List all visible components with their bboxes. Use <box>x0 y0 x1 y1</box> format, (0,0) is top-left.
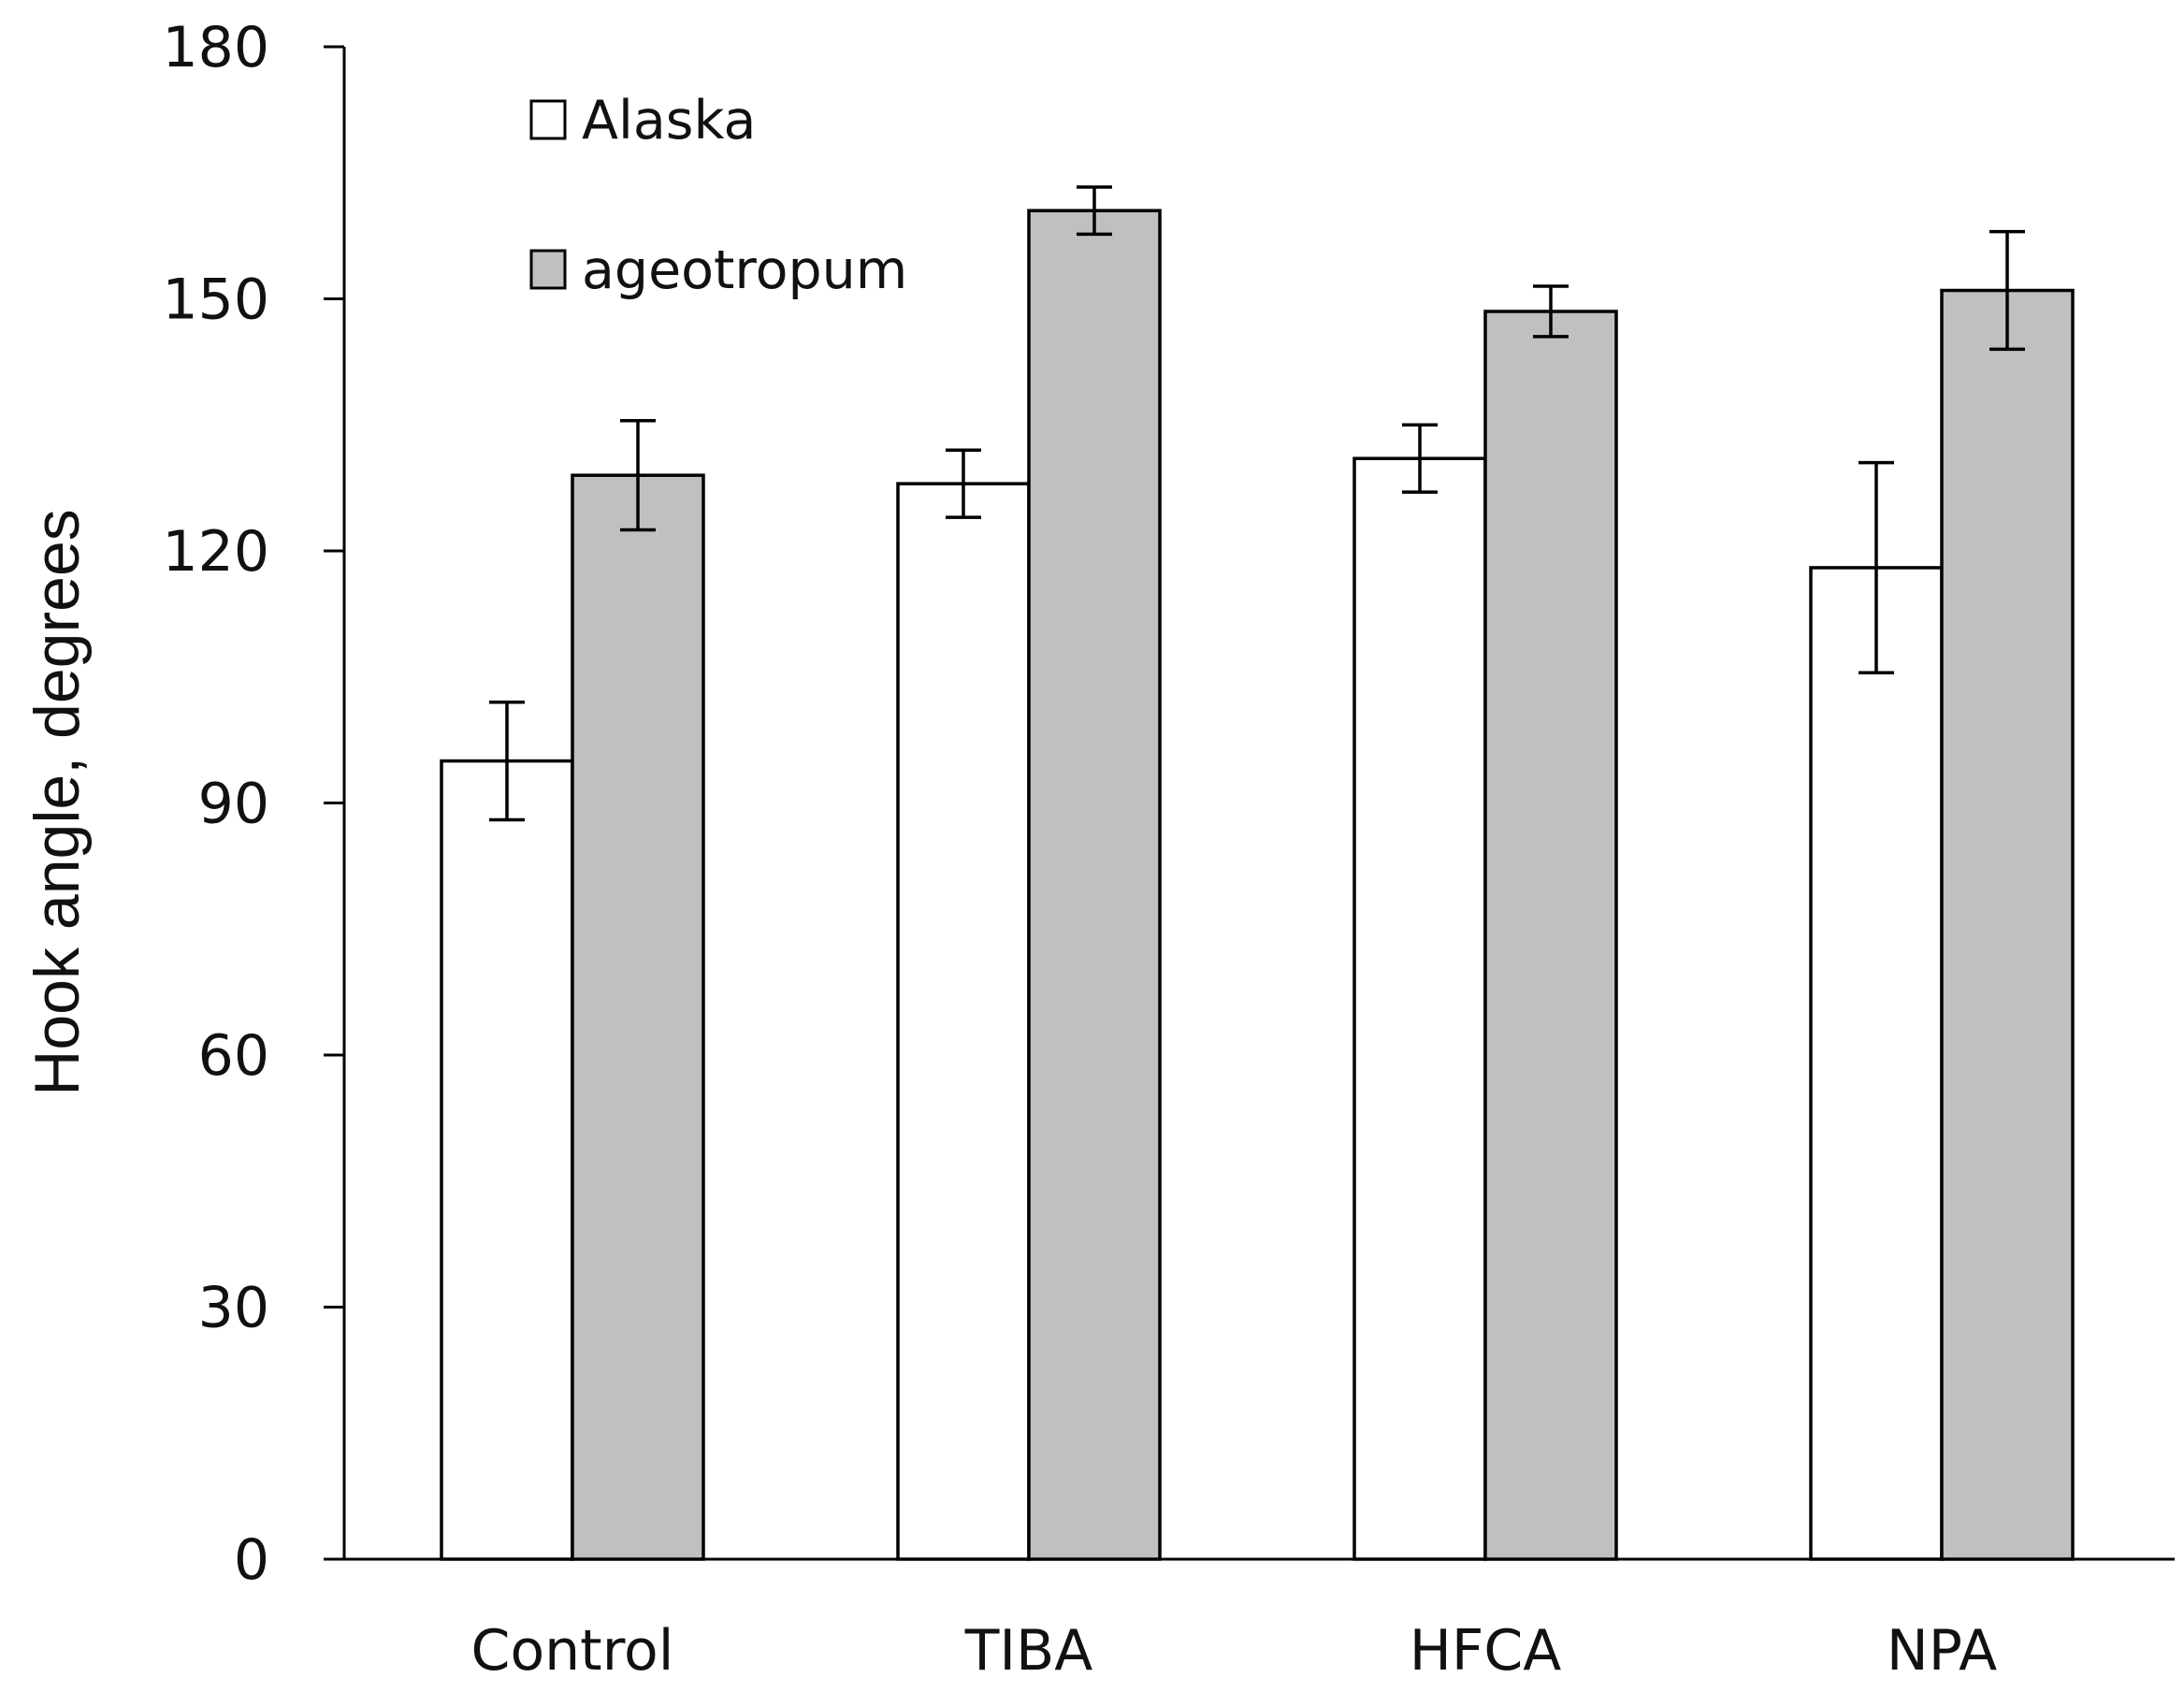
bar-alaska-hfca <box>1352 456 1487 1561</box>
legend-swatch-ageotropum <box>529 249 567 290</box>
bar-alaska-control <box>440 759 574 1561</box>
x-category-label: TIBA <box>964 1618 1093 1684</box>
y-tick-label: 0 <box>234 1527 269 1593</box>
y-tick-label: 120 <box>162 519 269 585</box>
x-category-label: HFCA <box>1410 1618 1562 1684</box>
y-tick-label: 90 <box>198 772 269 837</box>
y-tick-label: 180 <box>162 15 269 80</box>
bar-ageotropum-npa <box>1940 288 2075 1561</box>
bar-ageotropum-tiba <box>1027 209 1162 1561</box>
category-labels: Control TIBA HFCA NPA <box>471 1618 1998 1684</box>
y-axis-title: Hook angle, degrees <box>22 509 93 1096</box>
error-bar-ageotropum-tiba <box>1077 185 1112 237</box>
legend-swatch-alaska <box>529 99 567 140</box>
legend: Alaska ageotropum <box>529 90 907 301</box>
y-ticks: 0 30 60 90 120 150 180 <box>162 15 344 1593</box>
error-bar-ageotropum-hfca <box>1533 284 1569 339</box>
error-bar-ageotropum-control <box>620 419 656 532</box>
bar-alaska-tiba <box>896 482 1031 1561</box>
y-tick-label: 60 <box>198 1023 269 1089</box>
y-tick-label: 150 <box>162 268 269 333</box>
bar-ageotropum-control <box>571 473 705 1561</box>
error-bar-alaska-control <box>489 700 525 822</box>
error-bar-alaska-npa <box>1859 460 1894 675</box>
x-category-label: Control <box>471 1618 674 1684</box>
bars <box>440 209 2075 1561</box>
y-tick-label: 30 <box>198 1276 269 1341</box>
error-bar-alaska-hfca <box>1402 423 1438 494</box>
legend-label-ageotropum: ageotropum <box>582 239 907 301</box>
bar-ageotropum-hfca <box>1483 310 1618 1561</box>
legend-label-alaska: Alaska <box>582 90 756 152</box>
error-bars <box>489 185 2025 822</box>
error-bar-ageotropum-npa <box>1989 229 2025 352</box>
x-category-label: NPA <box>1887 1618 1997 1684</box>
bar-alaska-npa <box>1809 566 1944 1561</box>
error-bar-alaska-tiba <box>946 448 981 519</box>
